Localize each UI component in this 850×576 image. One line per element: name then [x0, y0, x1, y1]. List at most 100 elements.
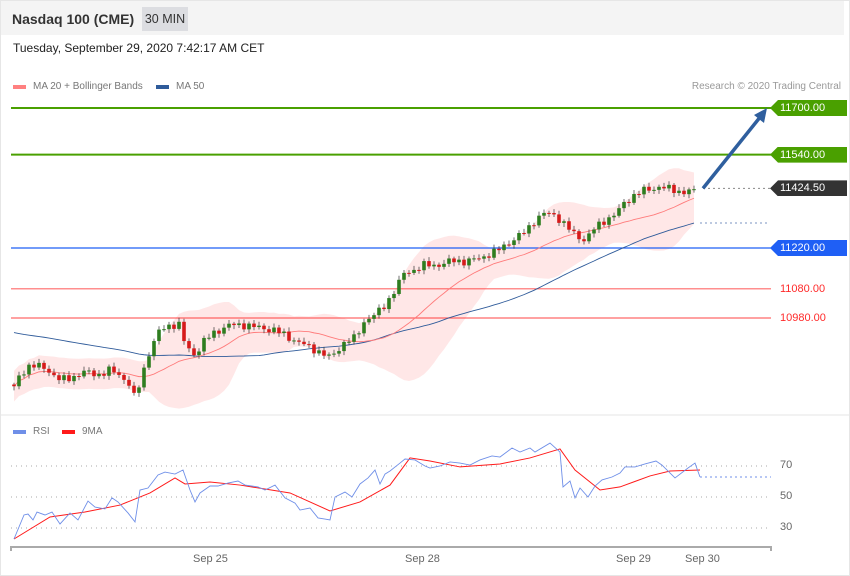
candle-body	[362, 322, 366, 334]
candle-body	[622, 201, 626, 209]
candle-body	[117, 372, 121, 375]
candle-body	[522, 233, 526, 235]
candle-body	[72, 376, 76, 382]
rsi-tick-label: 70	[780, 459, 793, 471]
timeframe-button[interactable]: 30 MIN	[142, 7, 188, 31]
candle-body	[572, 229, 576, 232]
legend-rsi-label: RSI	[33, 426, 50, 437]
candle-body	[432, 264, 436, 267]
rsi-line	[13, 442, 701, 540]
candle-body	[47, 368, 51, 373]
candle-body	[507, 244, 511, 246]
target-arrow-head-icon	[754, 108, 767, 123]
rsi-ma9-line	[13, 448, 701, 540]
candle-body	[97, 373, 101, 377]
candle-body	[42, 362, 46, 369]
candle-body	[567, 221, 571, 230]
candle-body	[657, 186, 661, 190]
candle-body	[277, 327, 281, 334]
candle-body	[387, 298, 391, 310]
candle-body	[377, 307, 381, 316]
candle-body	[222, 327, 226, 334]
last-price-label: 11424.50	[770, 180, 847, 197]
candle-body	[577, 231, 581, 240]
candle-body	[337, 351, 341, 354]
legend-ma20: MA 20 + Bollinger Bands	[13, 81, 143, 92]
candle-body	[652, 189, 656, 191]
candle-body	[17, 375, 21, 387]
candle-body	[597, 221, 601, 230]
candle-body	[677, 190, 681, 194]
candle-body	[542, 212, 546, 216]
candle-body	[482, 256, 486, 259]
candle-body	[392, 293, 396, 299]
candle-body	[667, 184, 671, 189]
candle-body	[332, 353, 336, 355]
resistance-2-label: 11700.00	[770, 100, 847, 116]
pivot-label: 11220.00	[770, 239, 847, 256]
candle-body	[692, 189, 696, 191]
candle-body	[77, 376, 81, 378]
candle-body	[502, 244, 506, 251]
ma20-swatch-icon	[13, 84, 26, 89]
candle-body	[552, 213, 556, 215]
candle-body	[162, 329, 166, 331]
candle-body	[27, 364, 31, 375]
candle-body	[187, 341, 191, 349]
candle-body	[182, 321, 186, 342]
candle-body	[627, 201, 631, 203]
candle-body	[612, 215, 616, 218]
candle-body	[347, 341, 351, 343]
candle-body	[457, 259, 461, 263]
candle-body	[582, 239, 586, 242]
candle-body	[487, 256, 491, 258]
candle-body	[282, 331, 286, 334]
candle-body	[287, 331, 291, 341]
candle-body	[442, 263, 446, 267]
candle-body	[512, 240, 516, 245]
candle-body	[152, 341, 156, 357]
candle-body	[272, 327, 276, 333]
candle-body	[242, 323, 246, 330]
candle-body	[472, 258, 476, 260]
candle-body	[532, 225, 536, 227]
candle-body	[672, 184, 676, 194]
candle-body	[32, 364, 36, 368]
candle-body	[327, 354, 331, 356]
candle-body	[107, 366, 111, 376]
ma9-swatch-icon	[62, 429, 75, 434]
candle-body	[342, 341, 346, 352]
candle-body	[137, 387, 141, 393]
legend-9ma-label: 9MA	[82, 426, 103, 437]
candle-body	[682, 190, 686, 195]
resistance-1-label: 11540.00	[770, 146, 847, 163]
candle-body	[402, 272, 406, 280]
candle-body	[12, 384, 16, 387]
candle-body	[417, 269, 421, 271]
candle-body	[517, 233, 521, 241]
candle-body	[397, 279, 401, 294]
candle-body	[357, 333, 361, 335]
candle-body	[637, 194, 641, 196]
candle-body	[407, 272, 411, 274]
candle-body	[467, 258, 471, 266]
time-tick-label: Sep 29	[616, 553, 651, 565]
candle-body	[217, 330, 221, 334]
candle-body	[267, 329, 271, 333]
candle-body	[382, 307, 386, 310]
candle-body	[197, 351, 201, 356]
candle-body	[317, 350, 321, 354]
candle-body	[22, 374, 26, 376]
candle-body	[547, 212, 551, 214]
candle-body	[167, 324, 171, 330]
candle-body	[37, 362, 41, 368]
candle-body	[52, 372, 56, 376]
candle-body	[617, 208, 621, 216]
candle-body	[427, 261, 431, 267]
candle-body	[247, 323, 251, 330]
candle-body	[212, 330, 216, 338]
candle-body	[447, 258, 451, 264]
candle-body	[172, 324, 176, 329]
support-2-label: 10980.00	[780, 311, 826, 324]
